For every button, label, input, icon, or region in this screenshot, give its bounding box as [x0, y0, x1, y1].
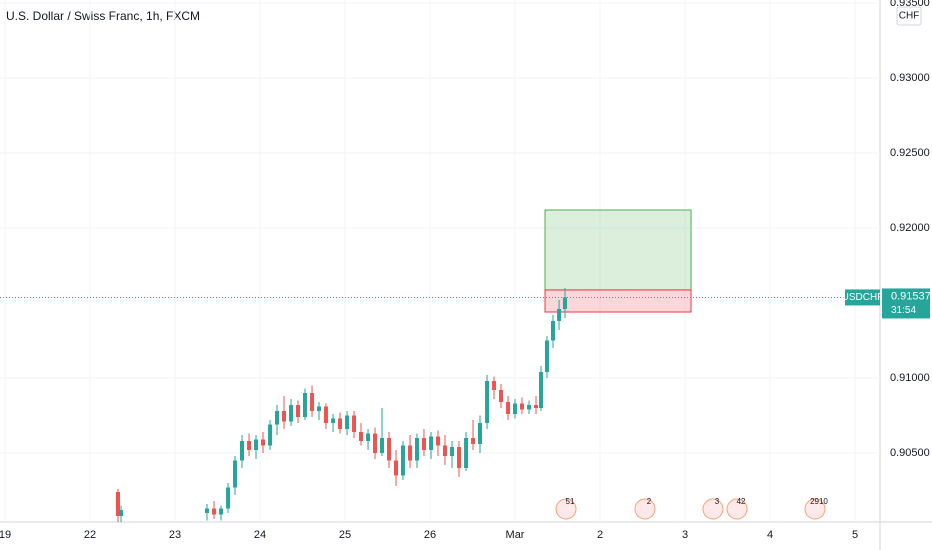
candle-body	[421, 438, 426, 450]
candle-body	[506, 402, 511, 414]
candle-body	[268, 424, 273, 446]
stop-loss-zone	[544, 289, 692, 313]
event-marker	[634, 498, 656, 520]
event-label: 2	[647, 497, 652, 506]
candle-body	[539, 372, 544, 408]
candle-body	[331, 418, 336, 423]
candle-body	[345, 415, 350, 429]
candle-body	[366, 433, 371, 441]
event-label: 3	[715, 497, 720, 506]
y-tick-label: 0.93500	[890, 0, 930, 9]
y-tick-label: 0.90500	[890, 447, 930, 459]
candle-body	[477, 423, 482, 444]
x-tick-label: Mar	[506, 529, 525, 541]
x-tick-label: 4	[767, 529, 773, 541]
y-tick-label: 0.91000	[890, 372, 930, 384]
candle-body	[436, 436, 441, 446]
candle-body	[544, 340, 549, 372]
candle-body	[281, 411, 286, 422]
candle-body	[352, 415, 357, 432]
candle-body	[534, 405, 539, 408]
candle-body	[323, 406, 328, 423]
candle-body	[415, 438, 420, 461]
price-badge	[882, 288, 930, 319]
candle-body	[408, 445, 413, 461]
candle-body	[442, 445, 447, 456]
symbol-badge	[845, 289, 880, 306]
x-tick-label: 23	[169, 529, 181, 541]
event-label: 42	[737, 497, 746, 506]
candle-body	[247, 441, 252, 450]
x-tick-label: 3	[682, 529, 688, 541]
last-price-label: 0.91537	[891, 290, 931, 302]
candle-body	[310, 393, 315, 411]
candle-body	[551, 321, 556, 341]
candle-body	[275, 411, 280, 425]
chart-title: U.S. Dollar / Swiss Franc, 1h, FXCM	[6, 9, 200, 23]
candle-body	[302, 393, 307, 417]
candle-body	[379, 438, 384, 453]
x-tick-label: 19	[0, 529, 11, 541]
candle-body	[527, 405, 532, 410]
y-tick-label: 0.93000	[890, 72, 930, 84]
candle-body	[387, 438, 392, 461]
event-marker	[804, 498, 826, 520]
candle-body	[204, 508, 209, 513]
candle-body	[513, 403, 518, 414]
candle-body	[400, 445, 405, 476]
candle-body	[218, 508, 223, 515]
candle-body	[289, 405, 294, 422]
candle-body	[471, 438, 476, 444]
candle-body	[212, 508, 217, 515]
y-tick-label: 0.92500	[890, 147, 930, 159]
x-tick-label: 2	[597, 529, 603, 541]
currency-label: CHF	[899, 11, 920, 22]
countdown-label: 31:54	[891, 305, 916, 316]
candle-body	[260, 439, 265, 446]
grid	[0, 0, 880, 522]
take-profit-zone	[544, 209, 692, 291]
event-label: 2910	[810, 497, 828, 506]
candle-body	[498, 390, 503, 402]
currency-box	[896, 6, 922, 26]
candle-body	[226, 487, 231, 509]
x-tick-label: 5	[852, 529, 858, 541]
symbol-label: USDCHF	[842, 292, 884, 303]
candle-body	[429, 436, 434, 450]
candle-body	[464, 438, 469, 468]
y-tick-label: 0.92000	[890, 222, 930, 234]
candle-body	[373, 433, 378, 453]
event-label: 51	[566, 497, 575, 506]
candle-body	[296, 405, 301, 417]
x-tick-label: 25	[339, 529, 351, 541]
event-marker	[702, 498, 724, 520]
candle-body	[485, 381, 490, 423]
candle-body	[557, 309, 562, 321]
x-tick-label: 24	[254, 529, 266, 541]
candle-body	[254, 439, 259, 450]
x-tick-label: 26	[424, 529, 436, 541]
candle-body	[519, 403, 524, 410]
event-marker	[726, 498, 748, 520]
event-marker	[555, 498, 577, 520]
candle-body	[492, 381, 497, 390]
candle-body	[233, 460, 238, 488]
candle-body	[394, 460, 399, 476]
candle-body	[115, 492, 120, 516]
candle-body	[119, 510, 124, 516]
candle-body	[317, 406, 322, 411]
candle-body	[239, 441, 244, 461]
candle-body	[456, 447, 461, 468]
x-tick-label: 22	[84, 529, 96, 541]
candle-body	[337, 418, 342, 429]
candle-body	[358, 432, 363, 441]
candle-body	[562, 297, 567, 309]
candle-body	[450, 447, 455, 456]
